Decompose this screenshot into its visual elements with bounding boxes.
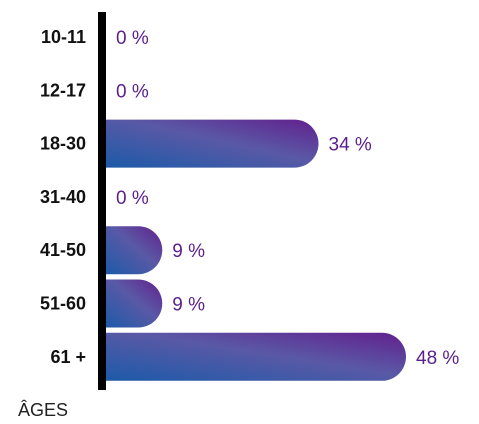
category-label: 41-50 (40, 240, 86, 260)
category-label: 61 + (50, 347, 86, 367)
bar-41-50 (106, 226, 163, 275)
value-label: 9 % (172, 241, 205, 262)
bar-18-30 (106, 119, 319, 168)
category-label: 31-40 (40, 187, 86, 207)
category-label: 12-17 (40, 80, 86, 100)
bars-group (106, 119, 407, 381)
y-axis-line (98, 12, 106, 390)
value-label: 48 % (416, 348, 459, 369)
labels-group: 10-11 0 % 12-17 0 % 18-30 34 % 31-40 0 % 41-50 9 … (40, 27, 459, 369)
value-label: 0 % (116, 28, 149, 49)
value-label: 9 % (172, 295, 205, 316)
bar-51-60 (106, 279, 163, 328)
value-label: 0 % (116, 188, 149, 209)
category-label: 18-30 (40, 134, 86, 154)
value-label: 0 % (116, 81, 149, 102)
bar-61 (106, 332, 407, 381)
value-label: 34 % (329, 135, 372, 156)
category-label: 10-11 (41, 27, 86, 47)
axis-title: ÂGES (18, 400, 68, 420)
category-label: 51-60 (40, 294, 86, 314)
